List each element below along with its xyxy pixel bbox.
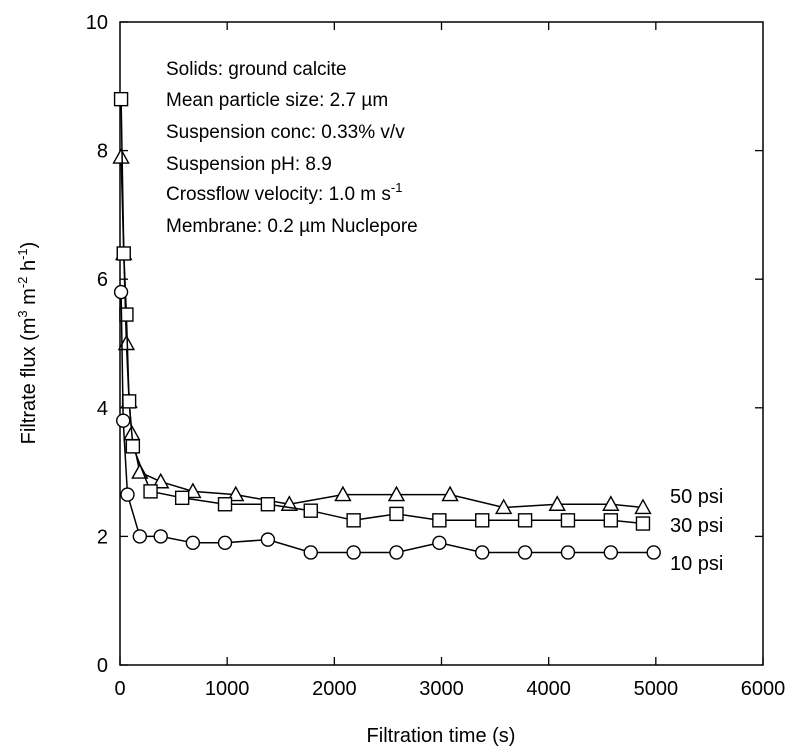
annotation-line: Crossflow velocity: 1.0 m s-1 xyxy=(166,180,402,205)
triangle-point-50psi xyxy=(441,485,459,502)
square-point-30psi xyxy=(560,513,576,528)
circle-point-10psi xyxy=(120,487,135,502)
y-tick-label: 8 xyxy=(97,141,108,163)
square-point-30psi xyxy=(475,513,490,528)
annotation-line: Suspension conc: 0.33% v/v xyxy=(166,122,405,143)
series-label-10psi: 10 psi xyxy=(670,553,723,575)
x-tick-label: 6000 xyxy=(741,678,786,700)
square-point-30psi xyxy=(303,503,318,518)
circle-point-10psi xyxy=(113,284,129,300)
triangle-point-50psi xyxy=(602,495,620,511)
circle-point-10psi xyxy=(560,545,576,560)
series-label-30psi: 30 psi xyxy=(670,515,723,537)
x-tick-label: 0 xyxy=(114,678,125,700)
square-point-30psi xyxy=(517,513,533,528)
square-point-30psi xyxy=(174,490,190,506)
circle-point-10psi xyxy=(303,545,318,560)
circle-point-10psi xyxy=(132,529,148,544)
y-tick-label: 2 xyxy=(97,526,108,548)
series-label-50psi: 50 psi xyxy=(670,486,723,508)
circle-point-10psi xyxy=(389,545,404,560)
x-tick-label: 5000 xyxy=(634,678,679,700)
square-point-30psi xyxy=(603,513,619,528)
square-point-30psi xyxy=(432,513,447,528)
circle-point-10psi xyxy=(185,535,201,551)
circle-point-10psi xyxy=(260,532,276,547)
axis-ticks: 0 1000 2000 3000 4000 5000 6000 0 2 4 6 8 10 xyxy=(86,12,786,700)
circle-point-10psi xyxy=(475,545,490,560)
square-point-30psi xyxy=(119,307,134,322)
triangle-point-50psi xyxy=(494,498,513,515)
square-point-30psi xyxy=(125,439,141,454)
annotation-line: Solids: ground calcite xyxy=(166,59,347,80)
circle-point-10psi xyxy=(646,545,661,560)
y-axis-title: Filtrate flux (m3 m-2 h-1) xyxy=(15,242,40,445)
x-tick-label: 3000 xyxy=(419,678,464,700)
circle-point-10psi xyxy=(432,535,447,551)
x-tick-label: 1000 xyxy=(205,678,250,700)
x-tick-label: 4000 xyxy=(526,678,571,700)
y-tick-label: 0 xyxy=(97,655,108,677)
x-tick-label: 2000 xyxy=(312,678,357,700)
square-point-30psi xyxy=(121,394,137,409)
series-line-50psi xyxy=(120,156,644,509)
annotation-block: Solids: ground calcite Mean particle siz… xyxy=(166,59,418,237)
triangle-point-50psi xyxy=(387,485,406,502)
circle-point-10psi xyxy=(116,413,131,428)
circle-point-10psi xyxy=(346,545,361,560)
square-point-30psi xyxy=(260,497,276,512)
annotation-text: Crossflow velocity: 1.0 m s xyxy=(166,184,391,205)
square-point-30psi xyxy=(143,484,158,499)
square-point-30psi xyxy=(346,513,361,528)
square-point-30psi xyxy=(635,516,651,531)
triangle-point-50psi xyxy=(112,148,130,164)
series-layer xyxy=(112,91,661,560)
circle-point-10psi xyxy=(603,545,619,560)
y-tick-label: 10 xyxy=(86,12,108,34)
circle-point-10psi xyxy=(217,535,233,551)
triangle-point-50psi xyxy=(634,498,652,515)
square-point-30psi xyxy=(217,497,233,512)
annotation-line: Suspension pH: 8.9 xyxy=(166,154,332,175)
square-point-30psi xyxy=(113,91,129,107)
annotation-line: Membrane: 0.2 µm Nuclepore xyxy=(166,216,418,237)
y-tick-label: 6 xyxy=(97,269,108,291)
x-axis-title: Filtration time (s) xyxy=(367,725,516,747)
circle-point-10psi xyxy=(517,545,533,560)
square-point-30psi xyxy=(389,506,404,522)
circle-point-10psi xyxy=(153,529,168,544)
triangle-point-50psi xyxy=(548,495,566,511)
triangle-point-50psi xyxy=(334,485,352,502)
plot-frame xyxy=(119,21,764,666)
y-tick-label: 4 xyxy=(97,398,108,420)
annotation-superscript: -1 xyxy=(391,180,403,195)
square-point-30psi xyxy=(116,246,131,261)
annotation-line: Mean particle size: 2.7 µm xyxy=(166,90,388,111)
